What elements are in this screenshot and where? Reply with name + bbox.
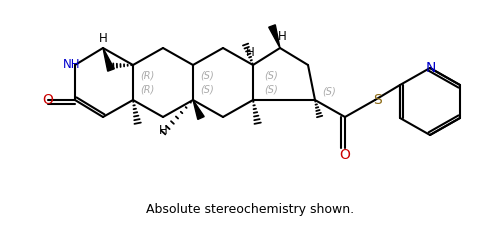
Text: (S): (S) bbox=[322, 87, 336, 97]
Text: (S): (S) bbox=[264, 85, 278, 95]
Text: H: H bbox=[246, 47, 254, 59]
Text: H: H bbox=[98, 32, 108, 44]
Text: H: H bbox=[278, 29, 286, 43]
Text: (S): (S) bbox=[264, 70, 278, 80]
Text: O: O bbox=[42, 93, 54, 107]
Polygon shape bbox=[103, 48, 115, 71]
Text: (R): (R) bbox=[140, 70, 154, 80]
Text: O: O bbox=[340, 148, 350, 162]
Text: Absolute stereochemistry shown.: Absolute stereochemistry shown. bbox=[146, 204, 354, 216]
Text: NH: NH bbox=[63, 58, 81, 72]
Text: S: S bbox=[372, 93, 382, 107]
Text: (R): (R) bbox=[140, 85, 154, 95]
Text: N: N bbox=[426, 61, 436, 75]
Text: H: H bbox=[158, 124, 168, 136]
Polygon shape bbox=[268, 25, 280, 48]
Text: (S): (S) bbox=[200, 70, 214, 80]
Text: (S): (S) bbox=[200, 85, 214, 95]
Polygon shape bbox=[193, 100, 204, 119]
